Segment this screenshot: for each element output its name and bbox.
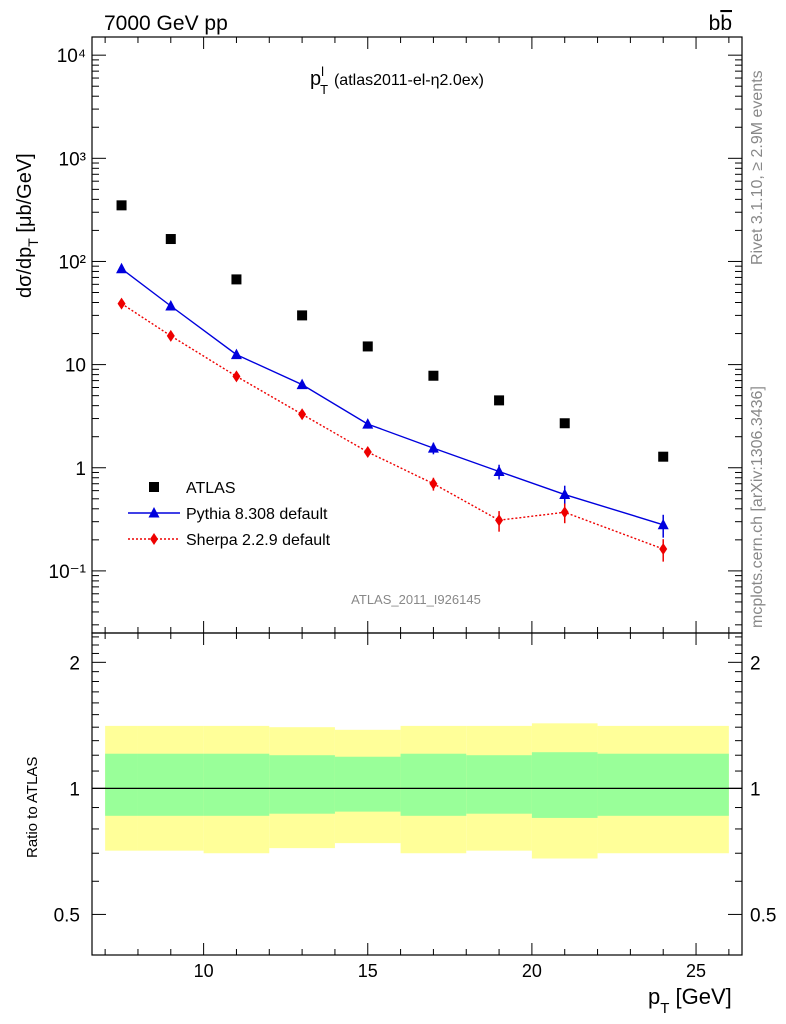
sherpa-line	[121, 303, 664, 550]
header-right: bb	[709, 12, 732, 35]
ratio-tick-label-right: 0.5	[750, 905, 776, 926]
atlas-point	[559, 418, 570, 429]
sherpa-point	[560, 506, 569, 519]
ratio-band-inner	[334, 756, 401, 812]
pythia-point	[427, 442, 439, 453]
ratio-tick-label-left: 1	[69, 779, 80, 800]
ratio-tick-label-right: 1	[750, 779, 761, 800]
atlas-point	[428, 370, 439, 381]
y-tick-label: 10³	[59, 149, 86, 170]
y-tick-label: 10	[65, 356, 86, 377]
pythia-point	[165, 299, 177, 311]
atlas-point	[231, 274, 242, 285]
ratio-y-axis-label: Ratio to ATLAS	[24, 757, 41, 858]
x-tick-label: 10	[194, 961, 214, 981]
ratio-plot-frame	[91, 632, 743, 956]
x-axis-label: pT [GeV]	[648, 984, 732, 1017]
ratio-band-inner	[597, 753, 729, 816]
ratio-band-inner	[400, 753, 467, 816]
atlas-point	[116, 200, 127, 211]
atlas-point	[494, 395, 505, 406]
y-tick-label: 1	[75, 459, 86, 480]
analysis-watermark: ATLAS_2011_I926145	[351, 592, 481, 607]
atlas-point	[297, 310, 308, 321]
legend-pythia-marker	[148, 507, 160, 518]
sherpa-point	[429, 477, 438, 490]
axes	[91, 36, 743, 956]
tick-labels: 10 15 20 25 10⁻¹ 1 10 10² 10³ 10⁴ 0.5 0.5 1 1 2 2	[49, 46, 777, 981]
ratio-tick-label-left: 2	[69, 653, 80, 674]
atlas-point	[165, 234, 176, 245]
ratio-band-inner	[137, 753, 204, 816]
ratio-tick-label-right: 2	[750, 653, 761, 674]
legend-atlas-label: ATLAS	[186, 480, 236, 497]
sherpa-point	[495, 514, 504, 527]
ratio-band-inner	[531, 752, 598, 818]
rivet-version-label: Rivet 3.1.10, ≥ 2.9M events	[749, 70, 766, 265]
sherpa-point	[117, 297, 126, 310]
legend-pythia-label: Pythia 8.308 default	[186, 506, 328, 523]
pythia-point	[493, 465, 505, 476]
plot-title: pTl(atlas2011-el-η2.0ex)	[310, 64, 484, 97]
legend-atlas-marker	[149, 482, 159, 492]
ratio-band-inner	[269, 755, 335, 814]
ratio-band-inner	[203, 753, 270, 816]
sherpa-point	[659, 543, 668, 556]
ratio-tick-label-left: 0.5	[54, 905, 80, 926]
header-left: 7000 GeV pp	[104, 12, 228, 35]
sherpa-point	[298, 408, 307, 421]
y-axis-label: dσ/dpT [μb/GeV]	[14, 153, 41, 298]
pythia-point	[296, 378, 308, 390]
pythia-point	[116, 262, 128, 274]
legend-sherpa-marker	[150, 533, 158, 545]
atlas-point	[362, 341, 373, 352]
mcplots-label: mcplots.cern.ch [arXiv:1306.3436]	[749, 386, 766, 628]
x-tick-label: 15	[358, 961, 378, 981]
sherpa-point	[363, 446, 372, 459]
data-markers	[116, 200, 669, 556]
y-tick-label: 10⁻¹	[49, 562, 87, 583]
atlas-point	[658, 451, 669, 462]
pythia-point	[559, 488, 571, 500]
pythia-point	[362, 418, 374, 429]
legend-sherpa-label: Sherpa 2.2.9 default	[186, 532, 331, 549]
x-tick-label: 20	[522, 961, 542, 981]
pythia-point	[230, 348, 242, 360]
ratio-band-inner	[105, 753, 138, 816]
x-tick-label: 25	[686, 961, 706, 981]
ratio-bands	[92, 723, 742, 859]
pythia-point	[657, 518, 669, 530]
ratio-band-inner	[466, 755, 532, 814]
y-tick-label: 10²	[59, 252, 86, 273]
sherpa-point	[232, 370, 241, 383]
y-tick-label: 10⁴	[57, 46, 86, 67]
sherpa-point	[166, 329, 175, 342]
ticks	[92, 37, 742, 956]
legend: ATLAS Pythia 8.308 default Sherpa 2.2.9 de…	[128, 480, 331, 549]
